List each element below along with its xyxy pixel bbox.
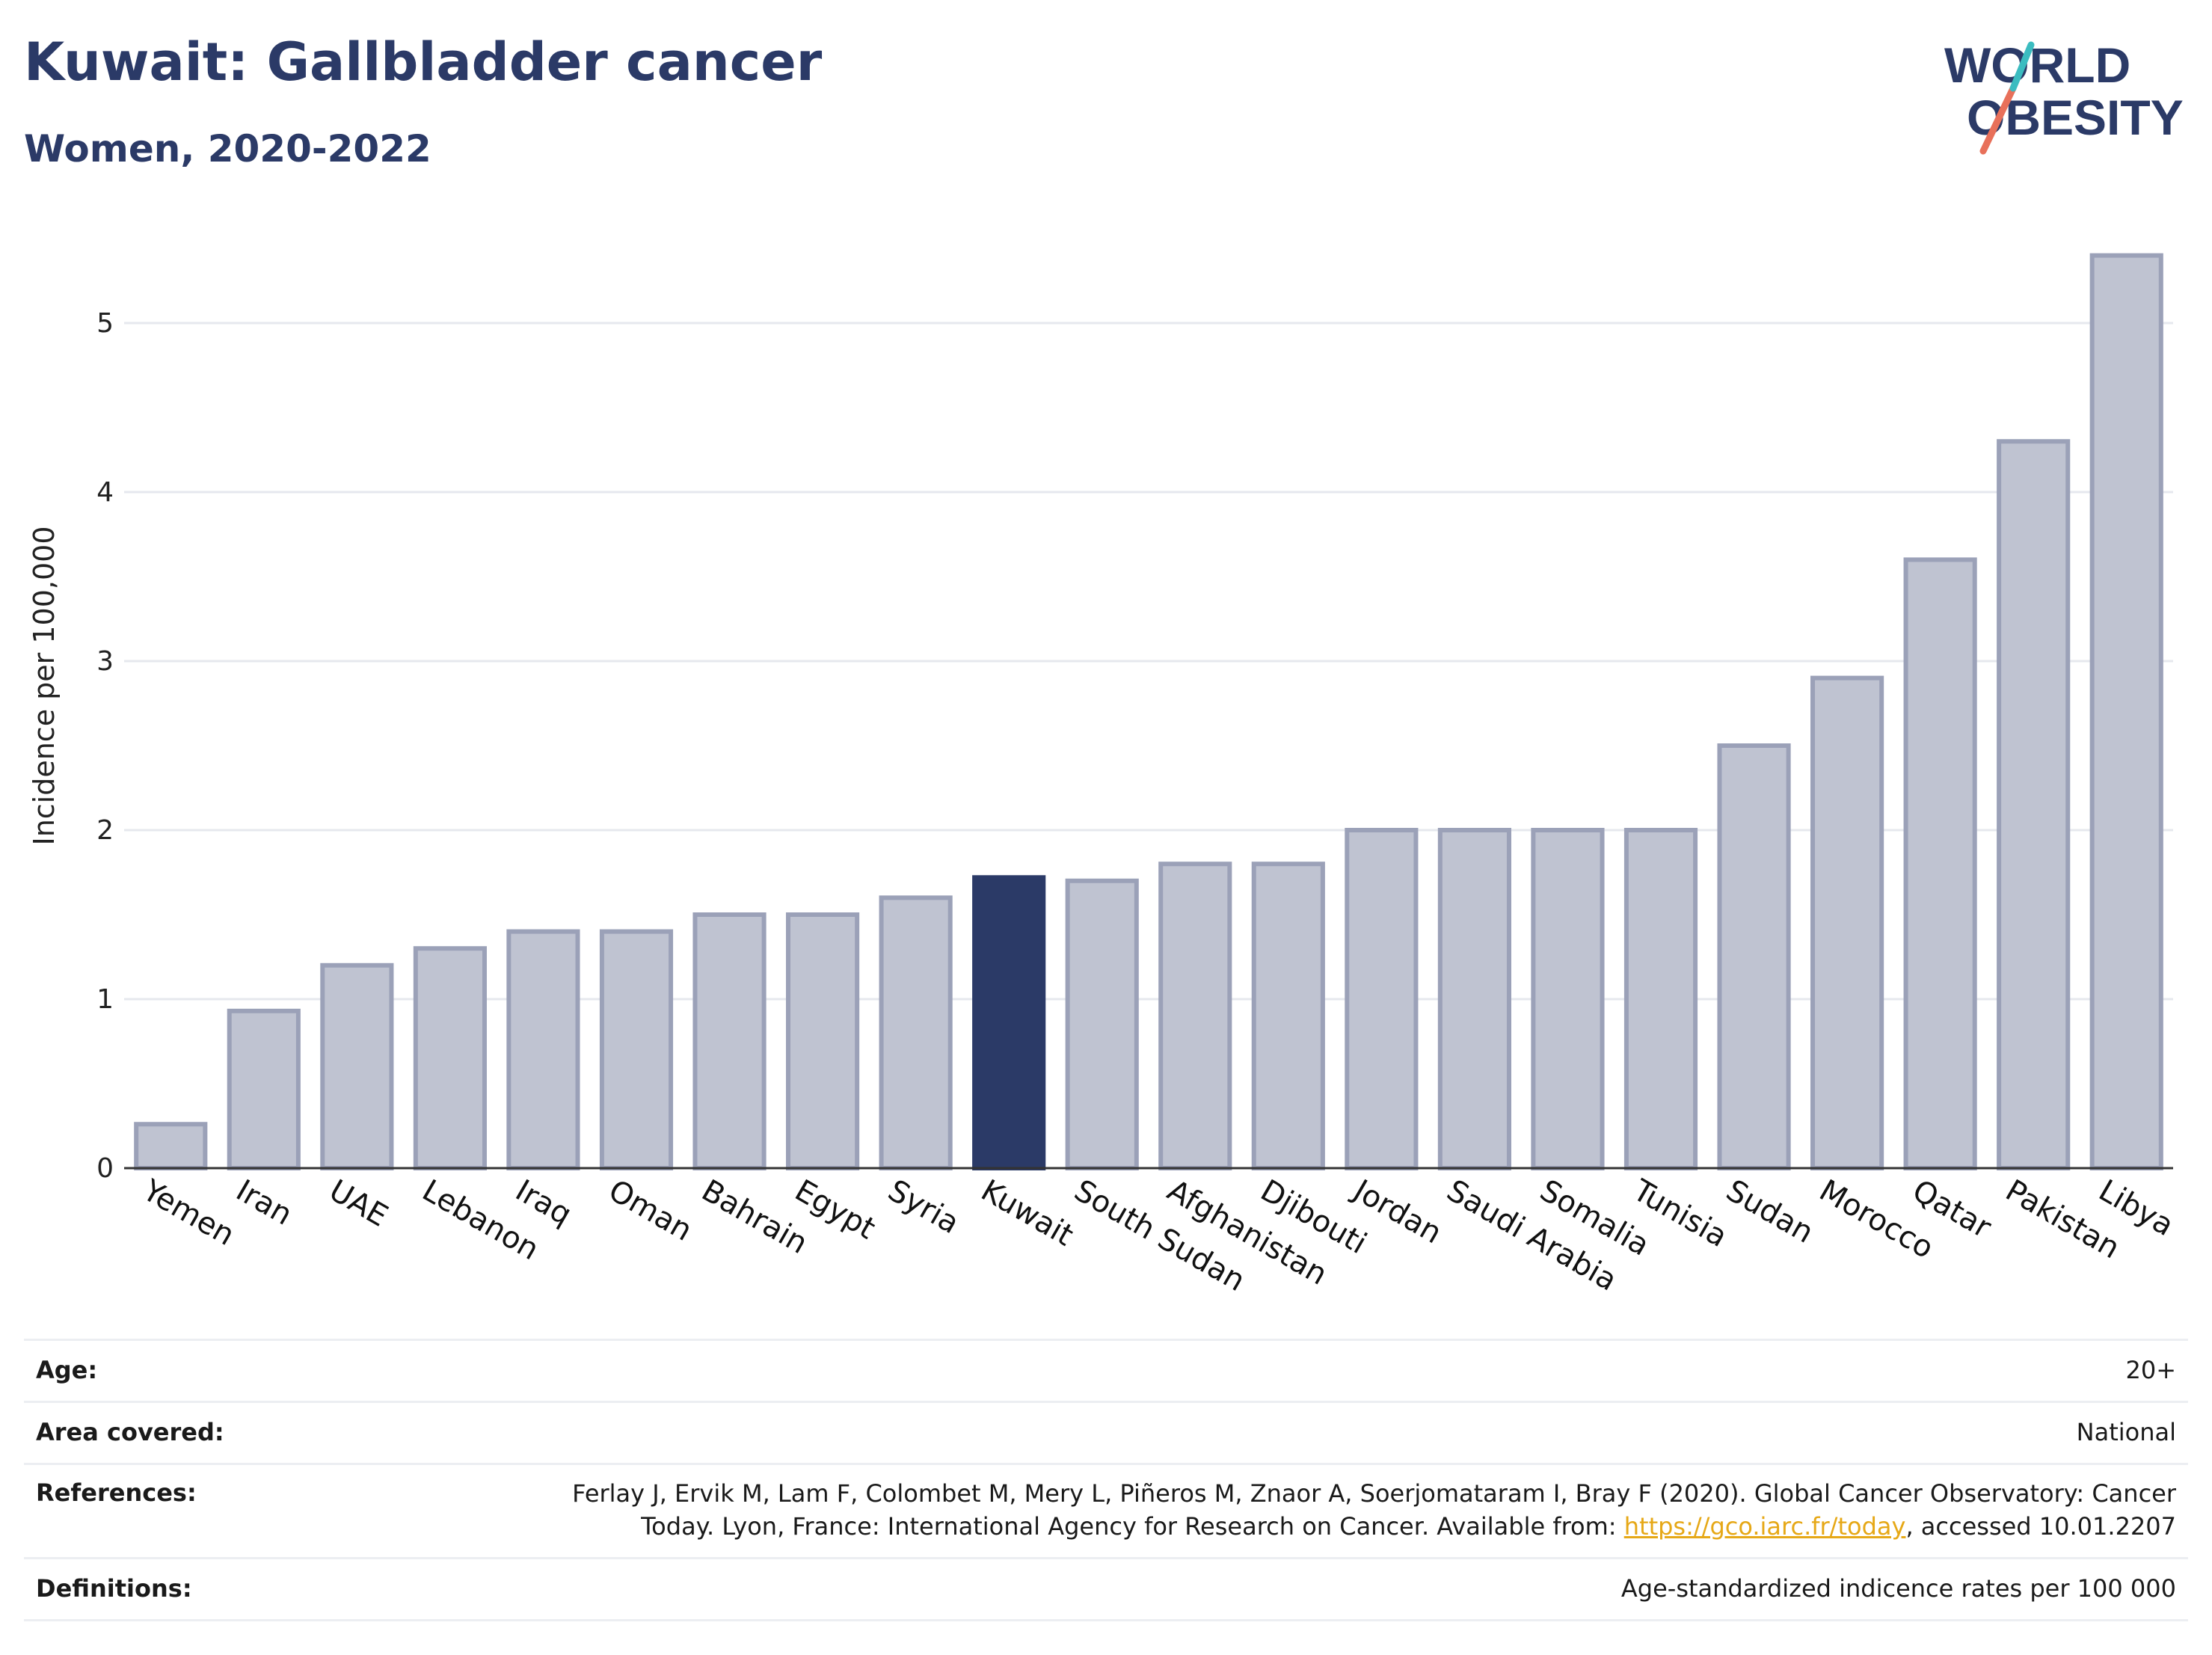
- logo-line1: WORLD: [1944, 37, 2130, 93]
- bar-iraq: [506, 929, 580, 1170]
- bar-uae: [320, 962, 394, 1171]
- chart-subtitle: Women, 2020-2022: [24, 127, 431, 171]
- y-tick-label: 4: [96, 477, 114, 508]
- bar-pakistan: [1997, 439, 2071, 1170]
- x-tick-label: Iran: [230, 1173, 298, 1232]
- bar-bahrain: [692, 912, 766, 1170]
- references-line2: Today. Lyon, France: International Agenc…: [572, 1510, 2176, 1543]
- info-row-references: References: Ferlay J, Ervik M, Lam F, Co…: [24, 1465, 2188, 1559]
- x-tick-label: Kuwait: [975, 1173, 1079, 1253]
- bar-egypt: [786, 912, 860, 1170]
- bar-oman: [599, 929, 674, 1170]
- references-line1: Ferlay J, Ervik M, Lam F, Colombet M, Me…: [572, 1479, 2176, 1508]
- area-value: National: [2076, 1418, 2176, 1446]
- bar-south-sudan: [1065, 878, 1139, 1171]
- bar-jordan: [1345, 828, 1419, 1170]
- logo-slash-red: [1979, 85, 2017, 155]
- y-axis-label: Incidence per 100,000: [28, 526, 61, 845]
- bar-sudan: [1717, 743, 1791, 1170]
- references-value: Ferlay J, Ervik M, Lam F, Colombet M, Me…: [572, 1477, 2176, 1543]
- x-tick-label: Yemen: [136, 1173, 240, 1253]
- age-value: 20+: [2125, 1356, 2176, 1384]
- bar-afghanistan: [1158, 862, 1232, 1170]
- bar-saudi-arabia: [1437, 828, 1511, 1170]
- x-tick-label: Syria: [882, 1173, 965, 1241]
- y-tick-label: 2: [96, 815, 114, 846]
- info-table: Age: 20+ Area covered: National Referenc…: [24, 1339, 2188, 1625]
- references-line2-post: , accessed 10.01.2207: [1905, 1512, 2176, 1541]
- x-tick-label: Bahrain: [696, 1173, 814, 1261]
- bar-tunisia: [1623, 828, 1698, 1170]
- bar-syria: [879, 895, 953, 1171]
- x-tick-label: UAE: [323, 1173, 393, 1234]
- bar-libya: [2089, 253, 2163, 1171]
- info-row-age: Age: 20+: [24, 1341, 2188, 1403]
- bar-djibouti: [1251, 862, 1325, 1170]
- chart-title: Kuwait: Gallbladder cancer: [24, 31, 823, 93]
- logo-slash-teal: [2009, 41, 2035, 92]
- bar-yemen: [134, 1122, 208, 1170]
- y-tick-label: 0: [96, 1153, 114, 1184]
- bar-lebanon: [413, 946, 487, 1170]
- y-tick-label: 1: [96, 984, 114, 1015]
- bar-iran: [227, 1008, 301, 1170]
- bar-qatar: [1903, 557, 1977, 1170]
- info-row-area: Area covered: National: [24, 1403, 2188, 1465]
- y-tick-label: 5: [96, 308, 114, 339]
- definitions-label: Definitions:: [36, 1574, 192, 1603]
- bar-kuwait: [972, 875, 1046, 1171]
- area-label: Area covered:: [36, 1418, 224, 1446]
- world-obesity-logo: WORLD OBESITY: [1944, 37, 2184, 155]
- references-line2-pre: Today. Lyon, France: International Agenc…: [641, 1512, 1624, 1541]
- y-tick-label: 3: [96, 646, 114, 677]
- definitions-value: Age-standardized indicence rates per 100…: [1620, 1574, 2176, 1603]
- age-label: Age:: [36, 1356, 98, 1384]
- references-link[interactable]: https://gco.iarc.fr/today: [1623, 1512, 1906, 1541]
- x-tick-label: Sudan: [1721, 1173, 1819, 1250]
- x-tick-label: Oman: [603, 1173, 698, 1248]
- bar-morocco: [1810, 675, 1884, 1170]
- references-label: References:: [36, 1479, 197, 1507]
- bar-somalia: [1531, 828, 1605, 1170]
- info-row-definitions: Definitions: Age-standardized indicence …: [24, 1559, 2188, 1621]
